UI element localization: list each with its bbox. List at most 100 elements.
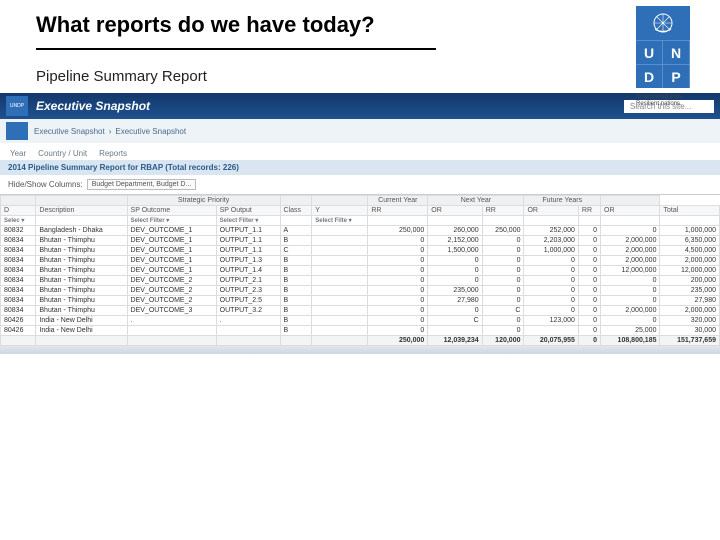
table-cell: Bhutan - Thimphu xyxy=(36,246,127,256)
app-screenshot: UNDP Executive Snapshot Search this site… xyxy=(0,93,720,354)
table-cell xyxy=(127,326,216,336)
table-cell: 0 xyxy=(578,276,600,286)
table-cell xyxy=(312,316,368,326)
table-cell: Bhutan - Thimphu xyxy=(36,296,127,306)
table-cell: 2,000,000 xyxy=(601,306,660,316)
table-cell: 0 xyxy=(368,326,428,336)
table-cell: 2,203,000 xyxy=(524,236,578,246)
table-cell: 320,000 xyxy=(660,316,720,326)
table-cell: 0 xyxy=(524,266,578,276)
table-cell xyxy=(312,226,368,236)
tab-reports[interactable]: Reports xyxy=(99,149,127,158)
breadcrumb: Executive Snapshot › Executive Snapshot xyxy=(0,119,720,143)
table-cell: 12,000,000 xyxy=(601,266,660,276)
table-cell: DEV_OUTCOME_1 xyxy=(127,226,216,236)
column-header[interactable]: OR xyxy=(601,206,660,216)
table-cell: DEV_OUTCOME_1 xyxy=(127,256,216,266)
table-cell: 250,000 xyxy=(482,226,524,236)
table-cell: 0 xyxy=(368,316,428,326)
table-cell: 80834 xyxy=(1,296,36,306)
column-header[interactable]: SP Outcome xyxy=(127,206,216,216)
column-filter[interactable]: Select Filte ▾ xyxy=(315,217,364,224)
table-row[interactable]: 80834Bhutan - ThimphuDEV_OUTCOME_1OUTPUT… xyxy=(1,246,720,256)
table-cell: 0 xyxy=(368,296,428,306)
hideshow-label: Hide/Show Columns: xyxy=(8,180,83,189)
table-cell: DEV_OUTCOME_1 xyxy=(127,236,216,246)
filter-tabs: Year Country / Unit Reports xyxy=(0,143,720,160)
table-cell: Bhutan - Thimphu xyxy=(36,256,127,266)
column-header[interactable]: RR xyxy=(368,206,428,216)
total-cell xyxy=(1,336,36,346)
total-cell: 0 xyxy=(578,336,600,346)
column-header[interactable]: Description xyxy=(36,206,127,216)
column-header[interactable]: Class xyxy=(280,206,312,216)
column-filter[interactable]: Selec ▾ xyxy=(4,217,32,224)
column-header[interactable]: RR xyxy=(482,206,524,216)
table-cell: . xyxy=(216,316,280,326)
table-row[interactable]: 80834Bhutan - ThimphuDEV_OUTCOME_2OUTPUT… xyxy=(1,276,720,286)
table-cell: 0 xyxy=(578,306,600,316)
breadcrumb-logo-icon xyxy=(6,122,28,140)
table-cell: 200,000 xyxy=(660,276,720,286)
page-title: What reports do we have today? xyxy=(36,12,684,38)
undp-letters: U N D P xyxy=(636,40,690,88)
table-cell: B xyxy=(280,236,312,246)
table-row[interactable]: 80834Bhutan - ThimphuDEV_OUTCOME_3OUTPUT… xyxy=(1,306,720,316)
table-cell: Bhutan - Thimphu xyxy=(36,266,127,276)
group-header: Current Year xyxy=(368,196,428,206)
column-header[interactable]: Y xyxy=(312,206,368,216)
column-header[interactable]: RR xyxy=(578,206,600,216)
column-header[interactable]: OR xyxy=(524,206,578,216)
table-row[interactable]: 80426India - New DelhiB00025,00030,000 xyxy=(1,326,720,336)
table-cell: Bhutan - Thimphu xyxy=(36,306,127,316)
table-row[interactable]: 80834Bhutan - ThimphuDEV_OUTCOME_1OUTPUT… xyxy=(1,266,720,276)
table-cell: 0 xyxy=(578,286,600,296)
table-cell: 0 xyxy=(482,286,524,296)
table-cell: 123,000 xyxy=(524,316,578,326)
table-cell: 0 xyxy=(601,286,660,296)
table-row[interactable]: 80426India - New Delhi..B0C0123,00000320… xyxy=(1,316,720,326)
column-header[interactable]: SP Output xyxy=(216,206,280,216)
table-cell: 0 xyxy=(578,256,600,266)
table-cell: 2,152,000 xyxy=(428,236,482,246)
breadcrumb-item[interactable]: Executive Snapshot xyxy=(34,127,105,136)
table-cell: 235,000 xyxy=(660,286,720,296)
table-cell: 25,000 xyxy=(601,326,660,336)
table-cell xyxy=(312,246,368,256)
table-cell: 0 xyxy=(578,226,600,236)
table-cell: 0 xyxy=(524,296,578,306)
table-cell: OUTPUT_1.3 xyxy=(216,256,280,266)
group-header: Next Year xyxy=(428,196,524,206)
table-cell: India - New Delhi xyxy=(36,316,127,326)
tab-year[interactable]: Year xyxy=(10,149,26,158)
tagline: Empowered lives. Resilient nations. xyxy=(636,94,690,108)
column-filter[interactable]: Select Filter ▾ xyxy=(220,217,277,224)
column-header[interactable]: Total xyxy=(660,206,720,216)
column-header[interactable]: OR xyxy=(428,206,482,216)
table-cell: 0 xyxy=(578,316,600,326)
table-row[interactable]: 80832Bangladesh - DhakaDEV_OUTCOME_1OUTP… xyxy=(1,226,720,236)
table-row[interactable]: 80834Bhutan - ThimphuDEV_OUTCOME_2OUTPUT… xyxy=(1,286,720,296)
table-row[interactable]: 80834Bhutan - ThimphuDEV_OUTCOME_1OUTPUT… xyxy=(1,256,720,266)
table-cell: B xyxy=(280,306,312,316)
tab-country[interactable]: Country / Unit xyxy=(38,149,87,158)
table-cell: 0 xyxy=(428,306,482,316)
column-filter[interactable]: Select Filter ▾ xyxy=(131,217,213,224)
table-cell xyxy=(312,256,368,266)
table-cell: OUTPUT_2.3 xyxy=(216,286,280,296)
table-cell: Bangladesh - Dhaka xyxy=(36,226,127,236)
table-cell: 27,980 xyxy=(428,296,482,306)
table-row[interactable]: 80834Bhutan - ThimphuDEV_OUTCOME_2OUTPUT… xyxy=(1,296,720,306)
total-cell xyxy=(127,336,216,346)
breadcrumb-item[interactable]: Executive Snapshot xyxy=(115,127,186,136)
table-cell: C xyxy=(482,306,524,316)
table-cell: DEV_OUTCOME_2 xyxy=(127,286,216,296)
column-header[interactable]: D xyxy=(1,206,36,216)
table-cell: B xyxy=(280,256,312,266)
table-row[interactable]: 80834Bhutan - ThimphuDEV_OUTCOME_1OUTPUT… xyxy=(1,236,720,246)
logo-letter: P xyxy=(663,64,690,88)
table-cell: 80426 xyxy=(1,326,36,336)
table-cell: OUTPUT_1.1 xyxy=(216,226,280,236)
report-table: Strategic PriorityCurrent YearNext YearF… xyxy=(0,195,720,346)
hideshow-select[interactable]: Budget Department, Budget D... xyxy=(87,179,197,190)
